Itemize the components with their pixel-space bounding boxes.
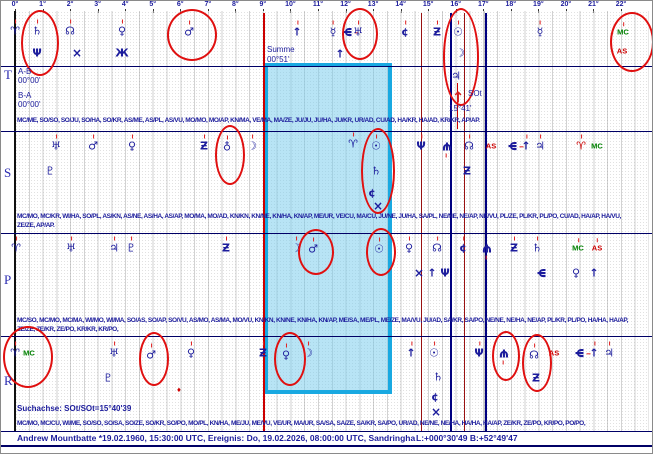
degree-label: 6° xyxy=(176,1,184,8)
sot-marker-icon: ↑ xyxy=(451,88,465,107)
sot-value: 15°41' xyxy=(449,104,472,113)
degree-label: 11° xyxy=(312,1,324,8)
degree-label: 22° xyxy=(615,1,627,8)
degree-label: 3° xyxy=(94,1,101,8)
degree-label: 10° xyxy=(285,1,296,8)
midpoint-line-p: MC/SO, MC/MO, MC/MA, WI/MO, WI/MA, SO/AS… xyxy=(17,317,628,333)
row-letter-s: S xyxy=(4,165,12,180)
midpoint-line-s: MC/MO, MC/KR, WI/HA, SO/PL, AS/KN, AS/NE… xyxy=(17,213,621,229)
section-divider-bottom xyxy=(1,431,652,432)
section-divider-top xyxy=(1,66,652,67)
degree-label: 1° xyxy=(39,1,46,8)
row-letter-p: P xyxy=(4,272,12,287)
search-axis-label: Suchachse: SOt/SOt=15°40'39 xyxy=(17,404,132,413)
sot-label: SOt xyxy=(468,89,482,98)
caption-person: Andrew Mountbatte *19.02.1960, 15:30:00 … xyxy=(17,433,416,443)
degree-label: 16° xyxy=(450,1,462,8)
degree-label: 8° xyxy=(232,1,239,8)
section-divider-p-r xyxy=(1,336,652,337)
caption-coordinates: L:+000°30'49 B:+52°49'47 xyxy=(416,433,518,443)
ab-label: A-B xyxy=(18,67,32,76)
midpoint-line-t: MC/ME, SO/SO, SO/JU, SO/HA, SO/KR, AS/ME… xyxy=(17,117,480,124)
section-divider-s-p xyxy=(1,233,652,234)
ba-value: 00°00' xyxy=(18,100,41,109)
degree-label: 17° xyxy=(477,1,489,8)
degree-label: 20° xyxy=(560,1,572,8)
footer-rule xyxy=(1,445,652,447)
ba-label: B-A xyxy=(18,91,32,100)
degree-label: 0° xyxy=(11,1,19,8)
zero-degree-axis xyxy=(14,11,16,431)
degree-label: 18° xyxy=(505,1,517,8)
section-divider-t-s xyxy=(1,131,652,132)
degree-label: 12° xyxy=(340,1,351,8)
degree-label: 4° xyxy=(121,1,129,8)
degree-label: 21° xyxy=(588,1,599,8)
degree-label: 14° xyxy=(395,1,406,8)
ab-value: 00°00' xyxy=(18,76,41,85)
degree-label: 15° xyxy=(422,1,434,8)
degree-label: 13° xyxy=(367,1,379,8)
summe-label: Summe xyxy=(267,45,295,54)
degree-label: 7° xyxy=(204,1,212,8)
degree-label: 5° xyxy=(149,1,157,8)
row-letter-t: T xyxy=(4,67,12,82)
summe-value: 00°51' xyxy=(267,55,290,64)
degree-label: 9° xyxy=(259,1,267,8)
midpoint-line-r: MC/MO, MC/CU, WI/ME, SO/SO, SO/SA, SO/ZE… xyxy=(17,420,586,427)
row-letter-r: R xyxy=(4,373,13,388)
degree-label: 2° xyxy=(66,1,74,8)
degree-label: 19° xyxy=(533,1,544,8)
